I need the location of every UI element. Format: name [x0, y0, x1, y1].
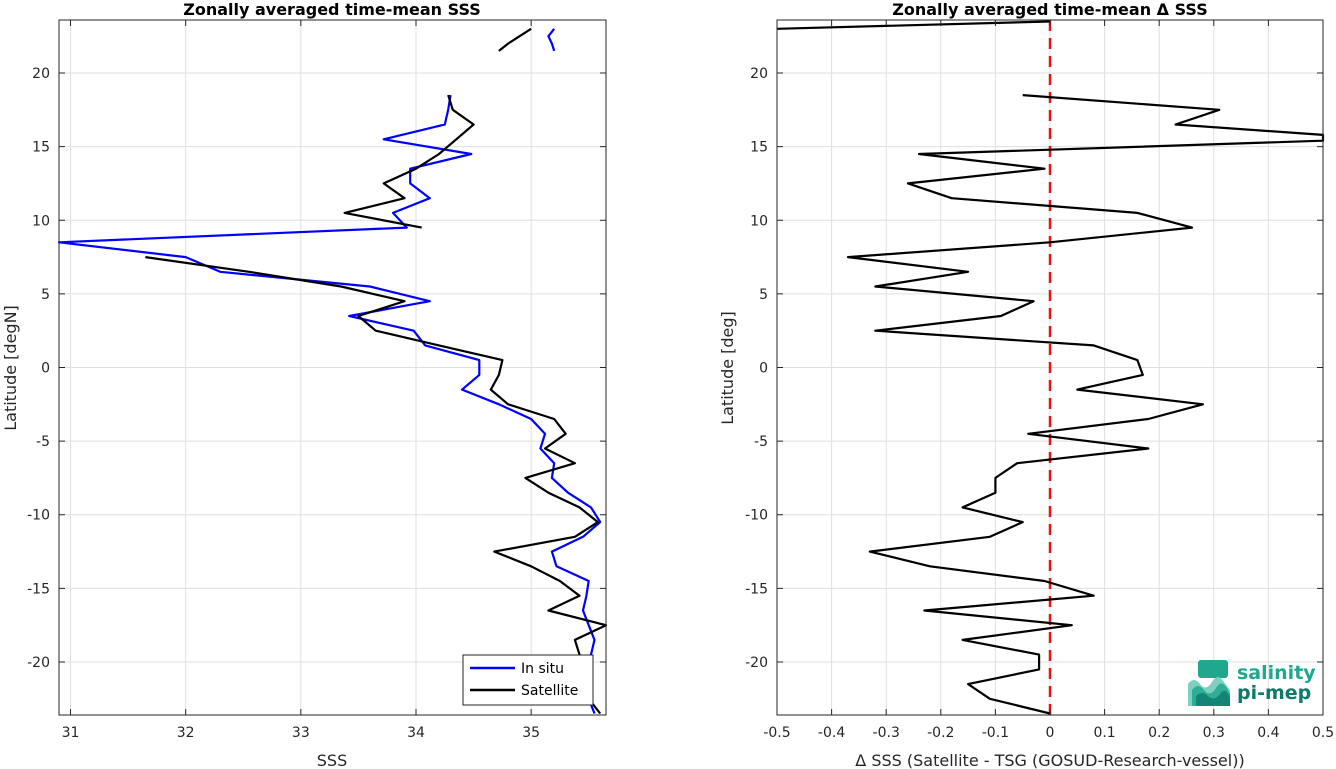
delta-sss-y-tick-label: -15: [745, 581, 768, 597]
salinity-pi-mep-logo: salinity pi-mep: [1188, 660, 1316, 706]
delta-sss-x-tick-label: 0.3: [1203, 725, 1225, 741]
sss-y-tick-label: -5: [36, 434, 50, 450]
logo-waves-icon: [1188, 660, 1230, 706]
delta-sss-y-axis-label: Latitude [deg]: [718, 311, 737, 425]
delta-sss-y-tick-label: -5: [754, 434, 768, 450]
delta-sss-x-tick-label: 0.1: [1093, 725, 1115, 741]
delta-sss-chart-title: Zonally averaged time-mean Δ SSS: [892, 0, 1208, 19]
delta-sss-x-tick-label: 0: [1046, 725, 1055, 741]
delta-sss-series-0-line: [776, 20, 1051, 30]
sss-in-situ-line: [547, 28, 556, 52]
sss-satellite-line: [498, 27, 532, 52]
delta-sss-y-tick-label: 5: [759, 287, 768, 303]
sss-in-situ-line: [57, 94, 602, 714]
delta-sss-x-tick-label: -0.3: [873, 725, 900, 741]
sss-x-tick-label: 35: [522, 725, 540, 741]
delta-sss-x-axis-label: Δ SSS (Satellite - TSG (GOSUD-Research-v…: [855, 751, 1244, 769]
legend-label-satellite: Satellite: [521, 683, 578, 699]
logo-text-pi-mep: pi-mep: [1237, 682, 1311, 704]
sss-satellite-line: [343, 94, 475, 229]
delta-sss-y-tick-label: 15: [750, 140, 768, 156]
delta-sss-x-tick-label: -0.1: [982, 725, 1009, 741]
delta-sss-series: [776, 20, 1325, 715]
delta-sss-x-tick-label: 0.2: [1148, 725, 1170, 741]
delta-sss-x-tick-label: 0.5: [1312, 725, 1334, 741]
sss-y-tick-label: 5: [41, 287, 50, 303]
delta-sss-ticks: -0.5 -0.4 -0.3 -0.2 -0.1 0 0.1 0.2 0.3 0.4 0.5 -20 -…: [745, 20, 1334, 741]
delta-sss-y-tick-label: -20: [745, 655, 768, 671]
legend-label-in-situ: In situ: [521, 661, 564, 677]
sss-x-tick-label: 32: [177, 725, 195, 741]
sss-x-tick-label: 33: [292, 725, 310, 741]
delta-sss-y-tick-label: 0: [759, 361, 768, 377]
sss-panel: 31 32 33 34 35 -20 -15 -10 -5 0 5 10 15 20 Zonally av…: [1, 0, 608, 769]
sss-y-tick-label: 20: [32, 66, 50, 82]
delta-sss-panel: -0.5 -0.4 -0.3 -0.2 -0.1 0 0.1 0.2 0.3 0.4 0.5 -20 -…: [718, 0, 1334, 769]
sss-series: [57, 27, 608, 715]
sss-y-axis-label: Latitude [degN]: [1, 305, 20, 431]
sss-satellite-line: [145, 256, 608, 715]
sss-y-tick-label: 0: [41, 361, 50, 377]
delta-sss-x-tick-label: 0.4: [1257, 725, 1279, 741]
sss-y-tick-label: -15: [27, 581, 50, 597]
sss-ticks: 31 32 33 34 35 -20 -15 -10 -5 0 5 10 15 20: [27, 20, 606, 741]
delta-sss-x-tick-label: -0.2: [927, 725, 954, 741]
delta-sss-x-tick-label: -0.5: [763, 725, 790, 741]
sss-chart-title: Zonally averaged time-mean SSS: [183, 0, 481, 19]
sss-x-tick-label: 31: [62, 725, 80, 741]
legend-box: [462, 654, 594, 706]
sss-y-tick-label: -10: [27, 508, 50, 524]
sss-x-axis-label: SSS: [317, 751, 347, 769]
sss-y-tick-label: 10: [32, 213, 50, 229]
legend: In situ Satellite: [462, 654, 594, 706]
sss-y-tick-label: -20: [27, 655, 50, 671]
sss-x-tick-label: 34: [407, 725, 425, 741]
sss-grid: [59, 20, 606, 715]
delta-sss-y-tick-label: -10: [745, 508, 768, 524]
delta-sss-y-tick-label: 10: [750, 213, 768, 229]
sss-y-tick-label: 15: [32, 140, 50, 156]
delta-sss-x-tick-label: -0.4: [818, 725, 845, 741]
delta-sss-series-0-line: [846, 94, 1325, 715]
delta-sss-y-tick-label: 20: [750, 66, 768, 82]
logo-text-salinity: salinity: [1237, 662, 1316, 684]
